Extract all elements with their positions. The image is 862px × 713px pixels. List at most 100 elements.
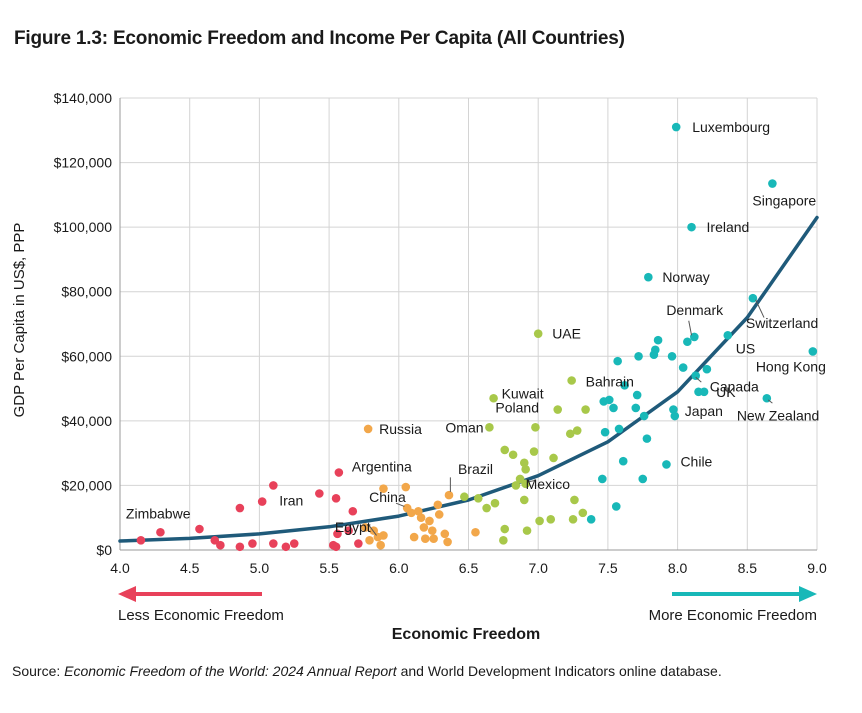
x-tick-label: 7.0 [528, 560, 548, 576]
label-uk: UK [716, 384, 736, 400]
data-point [598, 474, 607, 484]
x-tick-label: 8.0 [668, 560, 688, 576]
less-freedom-label: Less Economic Freedom [118, 607, 284, 624]
leader-line-switzerland [755, 299, 765, 318]
label-china: China [369, 489, 406, 505]
data-point [376, 540, 385, 550]
data-point [618, 456, 628, 466]
label-kuwait: Kuwait [502, 385, 544, 401]
data-point [600, 427, 610, 437]
point-us [723, 331, 733, 340]
label-poland: Poland [495, 399, 539, 415]
point-labels: Zimbabwe Iran Argentina Russia Egypt China Bra… [126, 119, 826, 536]
data-point [490, 498, 500, 508]
label-singapore: Singapore [752, 193, 816, 209]
label-brazil: Brazil [458, 461, 493, 477]
data-point [546, 515, 556, 524]
y-axis-label: GDP Per Capita in US$, PPP [11, 223, 28, 418]
y-tick-label: $0 [96, 542, 112, 558]
label-mexico: Mexico [526, 476, 571, 492]
label-chile: Chile [680, 453, 712, 469]
data-point [519, 495, 529, 505]
more-freedom-label: More Economic Freedom [649, 607, 817, 624]
leader-line-canada [695, 376, 702, 383]
data-point [639, 411, 649, 421]
x-tick-label: 6.5 [459, 560, 479, 576]
point-chile [662, 460, 671, 469]
label-egypt: Egypt [335, 519, 371, 535]
data-point [195, 524, 204, 534]
data-point [604, 395, 614, 405]
data-point [348, 506, 358, 516]
data-point [638, 474, 648, 484]
freedom-arrows: Less Economic Freedom More Economic Freed… [118, 586, 817, 624]
point-uae [533, 329, 543, 338]
point-poland [531, 423, 540, 432]
label-switzerland: Switzerland [746, 315, 818, 331]
data-point [500, 524, 510, 534]
tick-labels: 4.0 4.5 5.0 5.5 6.0 6.5 7.0 7.5 8.0 8.5 9.0 $0 $20,0… [54, 90, 827, 576]
data-point [634, 351, 643, 361]
data-point [565, 429, 575, 439]
data-point [572, 426, 582, 435]
y-tick-label: $20,000 [61, 477, 112, 493]
x-axis-label: Economic Freedom [392, 626, 540, 643]
data-point [379, 531, 388, 540]
data-point [631, 403, 641, 413]
data-point [570, 495, 579, 505]
data-point [407, 508, 416, 518]
data-point [365, 536, 374, 545]
data-point [425, 516, 434, 526]
source-prefix: Source: [12, 663, 65, 679]
data-point [578, 508, 588, 518]
data-point [613, 356, 622, 366]
data-point [642, 434, 652, 443]
data-point [519, 458, 529, 468]
data-point [235, 542, 245, 552]
leader-line-mexico [526, 480, 535, 483]
data-point [471, 527, 480, 537]
trend-line [118, 215, 819, 543]
point-uk [699, 387, 709, 397]
data-point [331, 494, 341, 503]
data-point [420, 534, 430, 543]
y-tick-label: $120,000 [54, 155, 113, 171]
data-point [379, 484, 388, 493]
data-point [235, 503, 245, 513]
label-luxembourg: Luxembourg [692, 119, 770, 135]
label-zimbabwe: Zimbabwe [126, 505, 191, 521]
point-denmark [690, 332, 699, 342]
data-point [210, 536, 220, 545]
label-norway: Norway [662, 269, 709, 285]
leader-line-denmark [688, 320, 693, 336]
data-point [522, 526, 532, 535]
point-bahrain [567, 376, 576, 385]
page-title: Figure 1.3: Economic Freedom and Income … [14, 28, 625, 49]
data-point [315, 489, 324, 498]
leader-line-egypt [367, 523, 377, 536]
data-point [482, 503, 491, 513]
data-point [653, 335, 663, 345]
x-tick-label: 6.0 [389, 560, 409, 576]
data-point [433, 500, 443, 510]
x-tick-label: 4.0 [110, 560, 130, 576]
label-us: US [736, 340, 755, 356]
data-point [535, 516, 544, 526]
x-tick-label: 8.5 [738, 560, 758, 576]
y-tick-label: $40,000 [61, 413, 112, 429]
label-argentina: Argentina [352, 459, 412, 475]
point-brazil [444, 490, 454, 500]
source-report: Economic Freedom of the World: 2024 Annu… [64, 663, 397, 679]
data-point [499, 536, 508, 545]
data-point [632, 390, 642, 400]
data-point [667, 351, 677, 361]
data-point [269, 539, 278, 548]
point-russia [363, 424, 373, 434]
data-point [429, 534, 438, 543]
source-suffix: and World Development Indicators online … [396, 663, 722, 679]
x-tick-label: 4.5 [180, 560, 200, 576]
y-tick-label: $60,000 [61, 348, 112, 364]
point-ireland [687, 222, 696, 232]
point-switzerland [748, 293, 758, 303]
data-point [500, 445, 510, 455]
